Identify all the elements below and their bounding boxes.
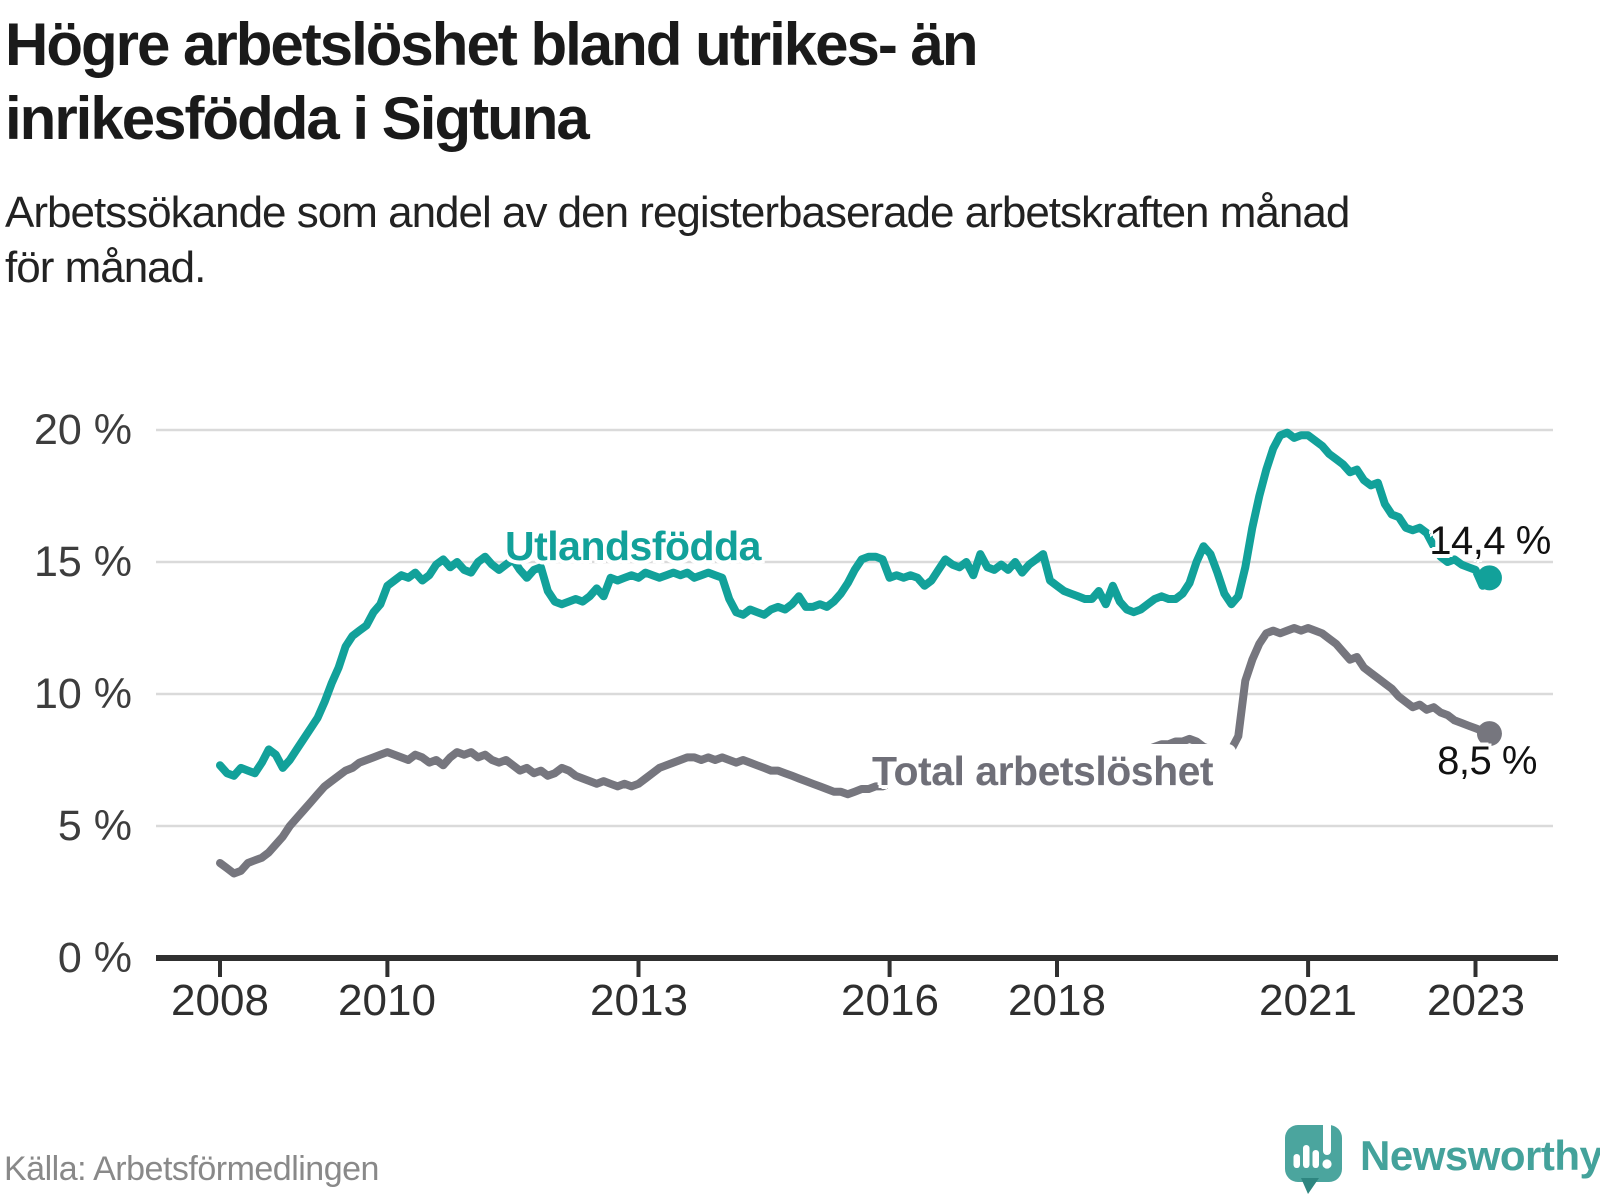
series-label-total-arbetsloshet: Total arbetslöshet bbox=[872, 748, 1214, 794]
x-tick-label-2008: 2008 bbox=[171, 976, 269, 1025]
newsworthy-logo-icon bbox=[1285, 1119, 1342, 1194]
series-end-dot-utlandsfodda bbox=[1476, 565, 1502, 591]
series-line-utlandsfodda bbox=[216, 428, 1494, 780]
y-tick-label-15: 15 % bbox=[33, 538, 132, 586]
x-tick-label-2010: 2010 bbox=[338, 976, 436, 1025]
series-label-utlandsfodda: Utlandsfödda bbox=[505, 523, 761, 569]
x-tick-label-2018: 2018 bbox=[1008, 976, 1106, 1025]
y-tick-label-10: 10 % bbox=[33, 670, 132, 718]
x-tick-label-2016: 2016 bbox=[841, 976, 939, 1025]
newsworthy-wordmark: Newsworthy bbox=[1360, 1132, 1600, 1179]
end-value-label-utlandsfodda: 14,4 % bbox=[1429, 519, 1551, 563]
series-label-mask bbox=[888, 744, 1236, 796]
x-tick-label-2023: 2023 bbox=[1427, 976, 1525, 1025]
page-title: Högre arbetslöshet bland utrikes- än inr… bbox=[5, 11, 979, 153]
y-tick-label-0: 0 % bbox=[57, 934, 132, 982]
end-value-label-total: 8,5 % bbox=[1437, 739, 1537, 783]
series-end-dot-total bbox=[1476, 721, 1502, 747]
x-tick-label-2021: 2021 bbox=[1259, 976, 1357, 1025]
y-tick-label-20: 20 % bbox=[33, 406, 132, 454]
y-tick-label-5: 5 % bbox=[57, 802, 132, 850]
newsworthy-logo: Newsworthy bbox=[1284, 1118, 1600, 1194]
x-tick-label-2013: 2013 bbox=[590, 976, 688, 1025]
page-subtitle: Arbetssökande som andel av den registerb… bbox=[5, 188, 1350, 293]
source-note: Källa: Arbetsförmedlingen bbox=[4, 1150, 379, 1188]
series-line-total bbox=[216, 624, 1494, 878]
